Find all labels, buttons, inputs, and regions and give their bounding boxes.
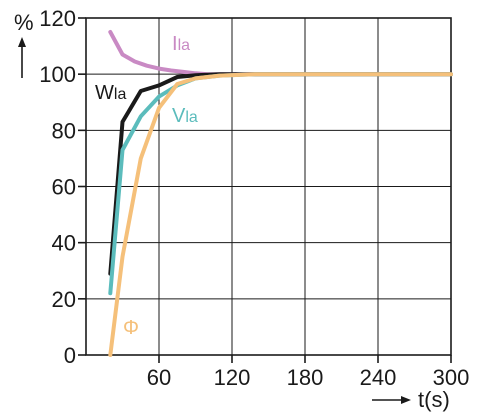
series-line-Ila bbox=[108, 30, 453, 77]
x-tick-label: 60 bbox=[147, 365, 171, 390]
y-tick-label: 100 bbox=[39, 62, 76, 87]
y-axis-label: % bbox=[14, 10, 34, 35]
y-tick-label: 0 bbox=[64, 343, 76, 368]
series-labels: Ila Wla Vla Φ bbox=[95, 33, 198, 339]
x-axis-arrow bbox=[372, 396, 411, 404]
y-tick-label: 120 bbox=[39, 6, 76, 31]
axes bbox=[78, 17, 452, 363]
y-tick-label: 80 bbox=[52, 118, 76, 143]
x-tick-label: 120 bbox=[214, 365, 251, 390]
series-label: Φ bbox=[123, 317, 139, 339]
grid-lines bbox=[86, 18, 451, 355]
y-tick-label: 60 bbox=[52, 175, 76, 200]
x-tick-label: 180 bbox=[287, 365, 324, 390]
y-axis-arrow bbox=[18, 37, 26, 78]
y-tick-label: 40 bbox=[52, 231, 76, 256]
x-tick-label: 240 bbox=[360, 365, 397, 390]
x-tick-label: 300 bbox=[433, 365, 470, 390]
x-axis-label: t(s) bbox=[418, 387, 450, 412]
series-label: Ila bbox=[172, 33, 190, 55]
series-label: Vla bbox=[172, 105, 198, 127]
series-label: Wla bbox=[95, 82, 126, 104]
tick-labels: 0 20 40 60 80 100 120 60 120 180 240 300 bbox=[39, 6, 469, 390]
y-tick-label: 20 bbox=[52, 287, 76, 312]
series-lines bbox=[108, 30, 453, 357]
series-line-Φ bbox=[108, 72, 453, 357]
